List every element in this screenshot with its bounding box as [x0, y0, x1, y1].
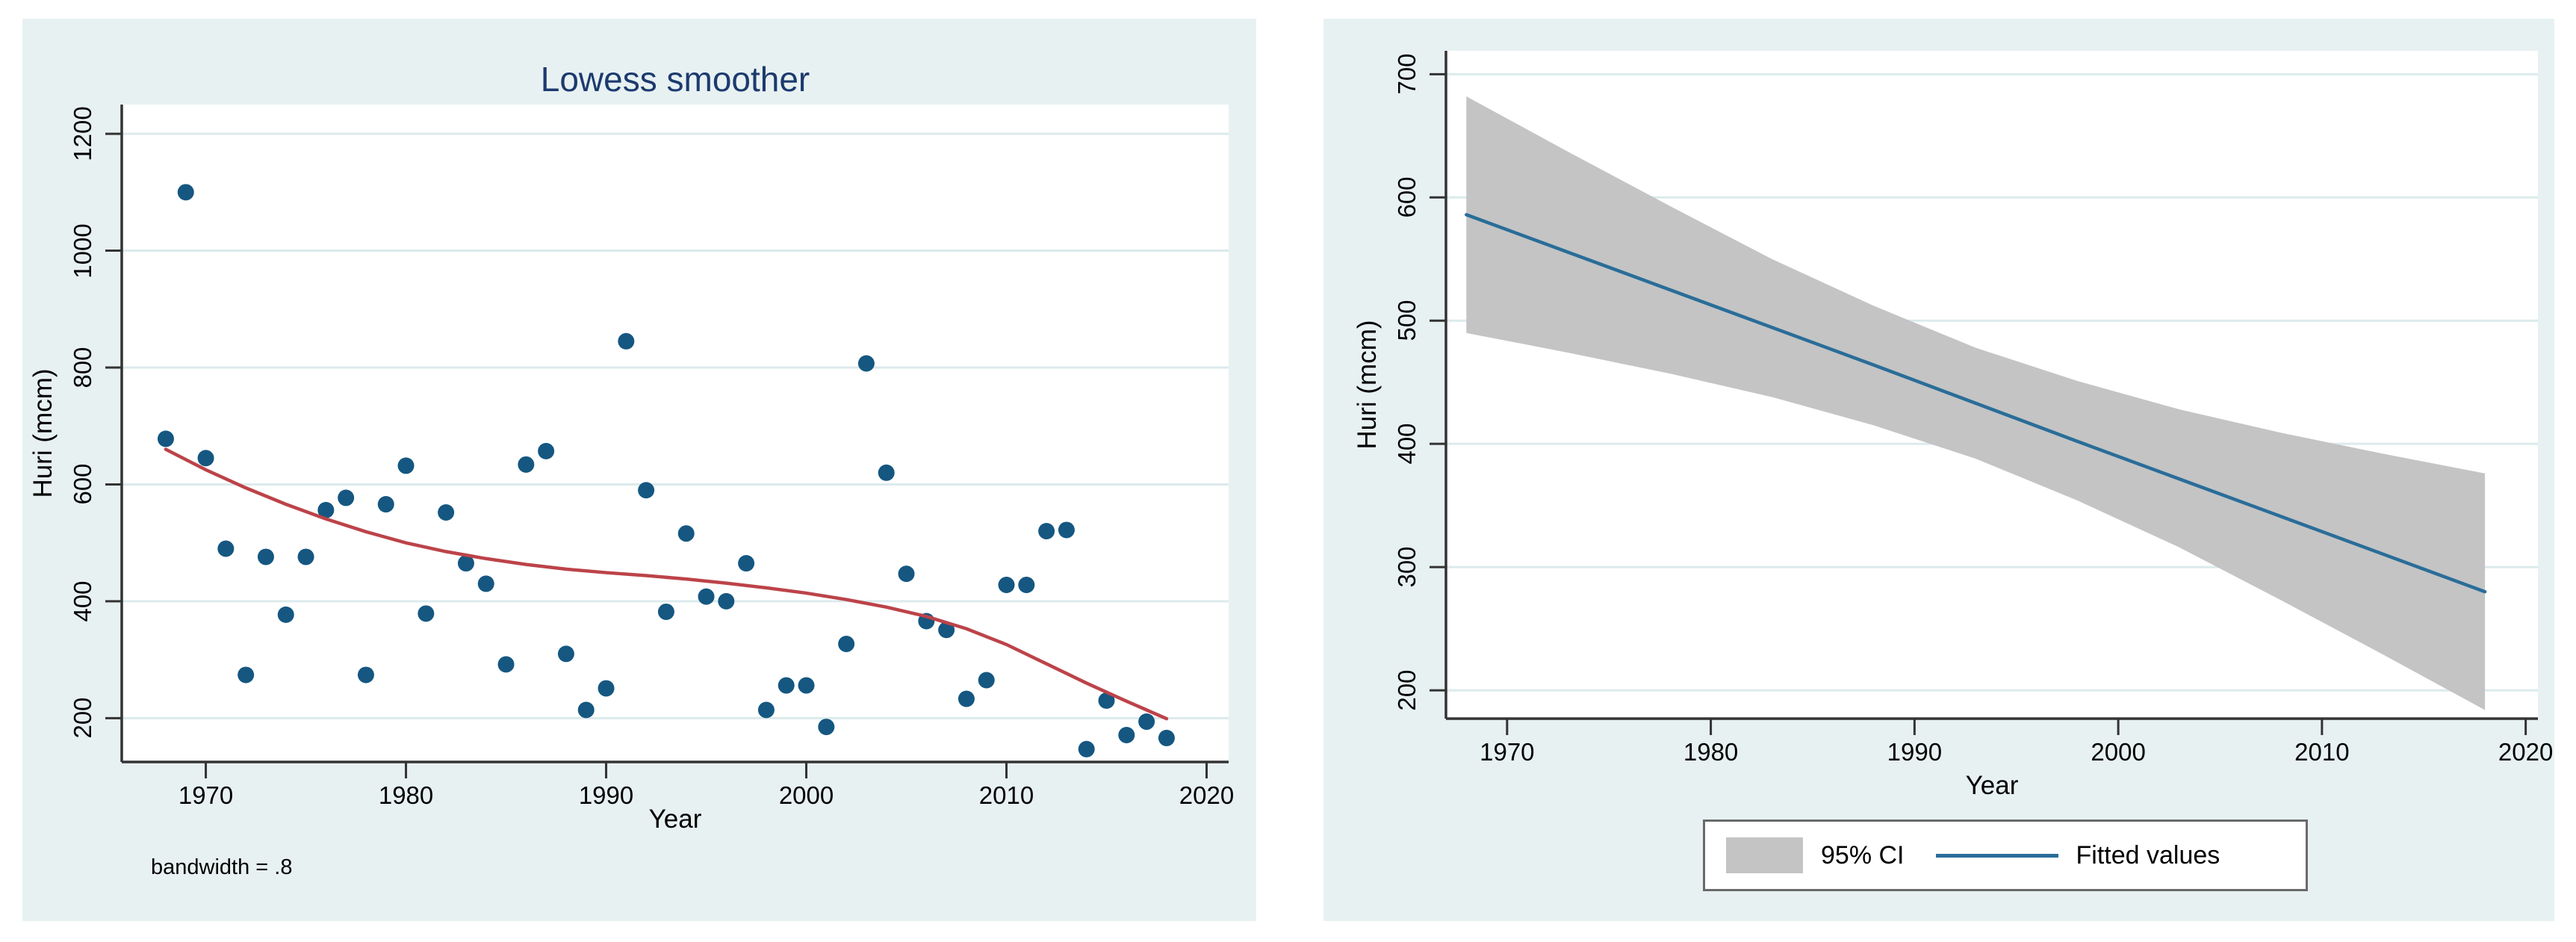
scatter-point	[397, 457, 415, 474]
scatter-point	[798, 677, 815, 694]
scatter-point	[518, 456, 535, 473]
x-tick-label: 1980	[378, 781, 434, 809]
x-tick-label: 1990	[578, 781, 634, 809]
scatter-point	[677, 525, 695, 542]
y-tick-label: 500	[1393, 300, 1421, 341]
plot-area	[122, 105, 1229, 762]
scatter-point	[557, 645, 574, 663]
scatter-point	[718, 592, 735, 610]
scatter-point	[277, 606, 294, 623]
y-tick-label: 600	[1393, 176, 1421, 218]
scatter-point	[898, 565, 915, 583]
x-axis-title: Year	[648, 805, 702, 834]
scatter-point	[1078, 740, 1095, 757]
scatter-point	[958, 690, 975, 707]
x-tick-label: 1990	[1887, 738, 1943, 766]
y-tick-label: 800	[69, 347, 96, 388]
scatter-point	[238, 666, 255, 684]
scatter-point	[598, 680, 615, 697]
scatter-point	[377, 496, 394, 513]
lowess-curve	[164, 447, 1169, 721]
y-tick-label: 1200	[69, 106, 96, 161]
scatter-point	[738, 555, 755, 572]
lowess-plot	[105, 105, 1229, 778]
y-tick-label: 600	[69, 463, 96, 505]
scatter-point	[217, 540, 235, 557]
legend-label-ci: 95% CI	[1821, 840, 1905, 870]
scatter-point	[477, 575, 494, 592]
scatter-point	[297, 548, 314, 565]
legend-label-fitted: Fitted values	[2076, 840, 2220, 870]
x-tick-label: 2010	[2294, 738, 2350, 766]
scatter-point	[698, 588, 715, 605]
scatter-point	[257, 548, 274, 565]
bandwidth-note: bandwidth = .8	[151, 855, 293, 879]
scatter-point	[618, 332, 635, 350]
scatter-point	[177, 184, 194, 201]
y-tick-label: 200	[69, 697, 96, 739]
y-axis-title: Huri (mcm)	[28, 368, 58, 498]
x-axis-title: Year	[1965, 771, 2019, 800]
fitted-values-panel: Huri (mcm) Year 95% CI Fitted values 197…	[1323, 19, 2554, 921]
scatter-point	[778, 677, 795, 694]
scatter-point	[538, 442, 555, 459]
y-tick-label: 400	[1393, 423, 1421, 465]
fitted-line-sample	[1935, 853, 2058, 858]
scatter-point	[878, 464, 895, 481]
y-tick-label: 400	[69, 580, 96, 622]
y-tick-label: 700	[1393, 53, 1421, 95]
x-tick-label: 2020	[2498, 738, 2554, 766]
y-axis-title: Huri (mcm)	[1353, 320, 1382, 450]
x-tick-label: 1980	[1683, 738, 1739, 766]
scatter-point	[757, 701, 775, 719]
scatter-point	[657, 603, 674, 620]
scatter-point	[457, 555, 474, 572]
scatter-point	[938, 622, 955, 639]
scatter-point	[418, 605, 435, 622]
scatter-point	[978, 672, 995, 689]
fitted-line	[1465, 213, 2487, 594]
scatter-point	[317, 501, 335, 518]
x-tick-label: 2020	[1179, 781, 1235, 809]
chart-title: Lowess smoother	[540, 60, 810, 99]
scatter-point	[497, 656, 515, 673]
x-tick-label: 2010	[978, 781, 1034, 809]
x-tick-label: 1970	[1480, 738, 1535, 766]
x-tick-label: 2000	[2091, 738, 2146, 766]
scatter-point	[197, 450, 214, 467]
y-tick-label: 1000	[69, 223, 96, 279]
legend: 95% CI Fitted values	[1703, 819, 2308, 891]
y-tick-label: 300	[1393, 546, 1421, 588]
scatter-point	[577, 701, 595, 719]
lowess-smoother-panel: Lowess smoother Huri (mcm) Year bandwidt…	[22, 19, 1256, 921]
scatter-point	[1118, 727, 1135, 744]
scatter-point	[1058, 521, 1075, 539]
scatter-point	[998, 576, 1015, 593]
scatter-point	[818, 719, 835, 736]
y-tick-label: 200	[1393, 669, 1421, 711]
scatter-point	[1038, 523, 1055, 540]
scatter-point	[357, 666, 374, 684]
fitted-plot	[1430, 51, 2538, 735]
scatter-point	[1158, 729, 1175, 746]
scatter-point	[338, 489, 355, 506]
x-tick-label: 1970	[178, 781, 234, 809]
scatter-point	[1098, 692, 1115, 709]
ci-swatch	[1726, 837, 1803, 873]
scatter-point	[1138, 713, 1155, 731]
scatter-point	[1018, 576, 1035, 593]
scatter-point	[157, 430, 174, 447]
x-tick-label: 2000	[778, 781, 834, 809]
scatter-point	[857, 355, 875, 372]
scatter-point	[638, 482, 655, 499]
scatter-point	[838, 635, 855, 652]
scatter-point	[438, 503, 455, 521]
